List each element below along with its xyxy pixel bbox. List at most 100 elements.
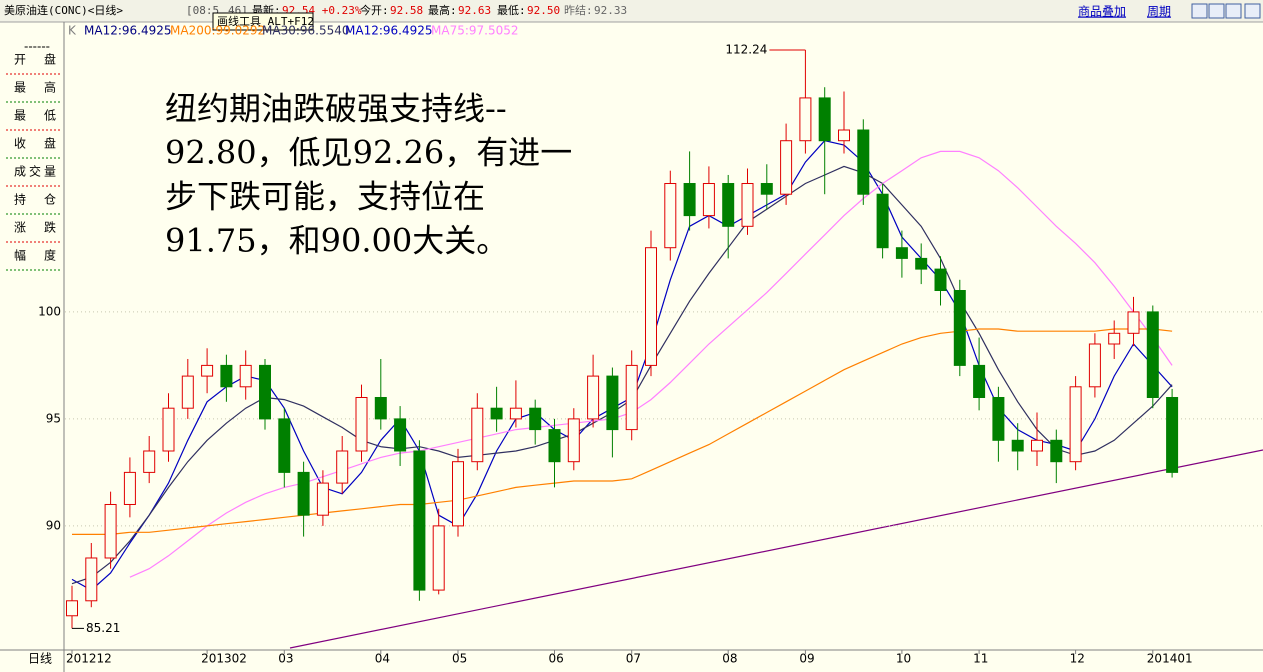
candle-body bbox=[162, 407, 175, 452]
candle-body bbox=[548, 429, 561, 463]
tooltip-box bbox=[212, 12, 314, 31]
candle-body bbox=[1011, 439, 1024, 452]
quote-label: 最低: bbox=[497, 4, 526, 17]
candle-body bbox=[239, 364, 252, 388]
symbol: 美原油连(CONC)<日线> bbox=[4, 3, 123, 17]
candle-body bbox=[876, 193, 889, 249]
note-line: 91.75，和90.00大关。 bbox=[165, 222, 508, 260]
x-tick-label: 11 bbox=[973, 652, 988, 666]
candle-body bbox=[1031, 439, 1043, 452]
icon[interactable] bbox=[1225, 3, 1242, 19]
x-tick-label: 07 bbox=[626, 652, 641, 666]
candle-body bbox=[645, 247, 657, 366]
candle-body bbox=[799, 97, 812, 142]
candle-body bbox=[722, 183, 735, 227]
x-tick-label: 08 bbox=[722, 652, 737, 666]
note-line: 92.80，低见92.26，有进一 bbox=[165, 134, 572, 172]
period-label: 日线 bbox=[28, 652, 52, 666]
legend-entry: K bbox=[68, 24, 77, 38]
legend-entry: MA200:99.0292 bbox=[170, 24, 265, 38]
toolbar-icons[interactable] bbox=[1191, 3, 1261, 19]
candle-body bbox=[838, 129, 850, 142]
top-bar bbox=[0, 0, 1263, 22]
x-tick-label: 06 bbox=[549, 652, 564, 666]
candle-body bbox=[220, 364, 233, 388]
quote-value: 92.50 bbox=[527, 4, 560, 17]
x-tick-label: 03 bbox=[278, 652, 293, 666]
candle-body bbox=[471, 407, 484, 463]
x-tick-label: 04 bbox=[375, 652, 390, 666]
candle-body bbox=[760, 183, 773, 195]
quote-value: 92.63 bbox=[458, 4, 491, 17]
candle-body bbox=[490, 407, 503, 420]
note-line: 步下跌可能，支持位在 bbox=[165, 178, 485, 216]
candle-body bbox=[181, 375, 194, 409]
icon[interactable] bbox=[1208, 3, 1225, 19]
ma-line bbox=[72, 328, 1173, 535]
y-tick-label: 95 bbox=[46, 411, 61, 425]
candle-body bbox=[567, 418, 580, 463]
candle-body bbox=[297, 471, 310, 516]
quote-value: 92.58 bbox=[390, 4, 423, 17]
trend-line bbox=[289, 449, 1263, 649]
note-line: 纽约期油跌破强支持线-- bbox=[165, 90, 507, 128]
ma-line bbox=[71, 165, 1173, 585]
candle-body bbox=[123, 471, 136, 505]
candle-body bbox=[259, 364, 271, 420]
candle-body bbox=[413, 450, 426, 591]
candle-body bbox=[394, 418, 407, 452]
tooltip: 画线工具 ALT+F12 bbox=[217, 14, 314, 28]
candle-body bbox=[143, 450, 156, 473]
icon[interactable] bbox=[1191, 3, 1208, 19]
side-divider: ------ bbox=[24, 40, 50, 54]
legend-entry: MA12:96.4925 bbox=[84, 24, 172, 38]
overlay-button[interactable]: 商品叠加 bbox=[1078, 4, 1126, 19]
candle-body bbox=[1166, 396, 1179, 473]
quote-label: 昨结: bbox=[564, 4, 593, 17]
candle-body bbox=[374, 396, 387, 420]
period-button[interactable]: 周期 bbox=[1147, 5, 1171, 19]
candle-body bbox=[741, 183, 754, 227]
candle-body bbox=[1069, 386, 1082, 463]
low-label: 85.21 bbox=[86, 621, 120, 635]
candle-body bbox=[104, 503, 117, 559]
x-tick-label: 12 bbox=[1070, 652, 1085, 666]
candle-body bbox=[1088, 343, 1101, 388]
candle-body bbox=[818, 97, 831, 142]
candle-body bbox=[857, 129, 870, 195]
icon[interactable] bbox=[1244, 3, 1261, 19]
candle-body bbox=[1050, 439, 1063, 463]
candle-body bbox=[992, 396, 1005, 441]
candle-body bbox=[683, 183, 696, 217]
candle-body bbox=[432, 525, 445, 591]
x-tick-label: 05 bbox=[452, 652, 467, 666]
candle-body bbox=[606, 375, 619, 431]
candle-body bbox=[664, 183, 677, 249]
candle-body bbox=[934, 268, 947, 292]
side-label: 成交量 bbox=[14, 164, 56, 179]
candle-body bbox=[509, 407, 522, 420]
y-tick-label: 90 bbox=[46, 518, 61, 532]
high-label: 112.24 bbox=[725, 42, 767, 56]
time: [08:5 bbox=[186, 4, 219, 17]
candle-body bbox=[953, 290, 966, 366]
candle-body bbox=[1127, 311, 1140, 334]
candle-body bbox=[780, 140, 793, 195]
x-tick-label: 201401 bbox=[1147, 652, 1193, 666]
candle-body bbox=[201, 364, 214, 377]
quote-value: 92.33 bbox=[594, 4, 627, 17]
candle-body bbox=[895, 247, 908, 259]
legend-entry: MA30:96.5540 bbox=[262, 24, 350, 38]
x-tick-label: 10 bbox=[896, 652, 911, 666]
legend-entry: MA12:96.4925 bbox=[345, 24, 433, 38]
candle-body bbox=[355, 396, 368, 452]
candle-body bbox=[702, 183, 715, 217]
legend-entry: MA75:97.5052 bbox=[431, 24, 519, 38]
quote-label: 今开: bbox=[360, 3, 389, 17]
x-tick-label: 201302 bbox=[201, 652, 247, 666]
candle-body bbox=[1146, 311, 1159, 398]
